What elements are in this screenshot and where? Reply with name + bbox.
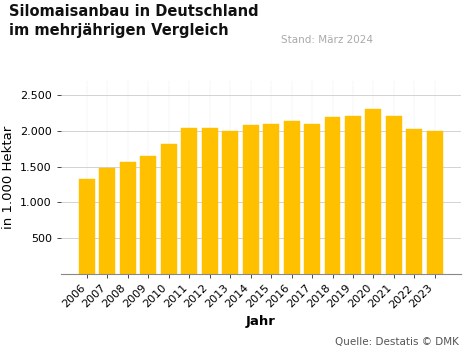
- Bar: [100, 168, 116, 274]
- Bar: [140, 156, 156, 274]
- Bar: [324, 117, 341, 274]
- Bar: [79, 179, 95, 274]
- Bar: [263, 124, 279, 274]
- X-axis label: Jahr: Jahr: [246, 316, 276, 329]
- Bar: [406, 128, 422, 274]
- Bar: [427, 131, 443, 274]
- Bar: [161, 144, 177, 274]
- Bar: [181, 128, 197, 274]
- Bar: [304, 124, 320, 274]
- Bar: [202, 128, 218, 274]
- Text: Stand: März 2024: Stand: März 2024: [281, 35, 373, 45]
- Bar: [120, 161, 136, 274]
- Bar: [284, 121, 300, 274]
- Bar: [243, 125, 259, 274]
- Y-axis label: in 1.000 Hektar: in 1.000 Hektar: [1, 126, 15, 229]
- Bar: [222, 131, 238, 274]
- Text: Quelle: Destatis © DMK: Quelle: Destatis © DMK: [335, 338, 459, 347]
- Bar: [345, 116, 361, 274]
- Bar: [366, 109, 381, 274]
- Text: Silomaisanbau in Deutschland
im mehrjährigen Vergleich: Silomaisanbau in Deutschland im mehrjähr…: [9, 4, 259, 38]
- Bar: [386, 116, 402, 274]
